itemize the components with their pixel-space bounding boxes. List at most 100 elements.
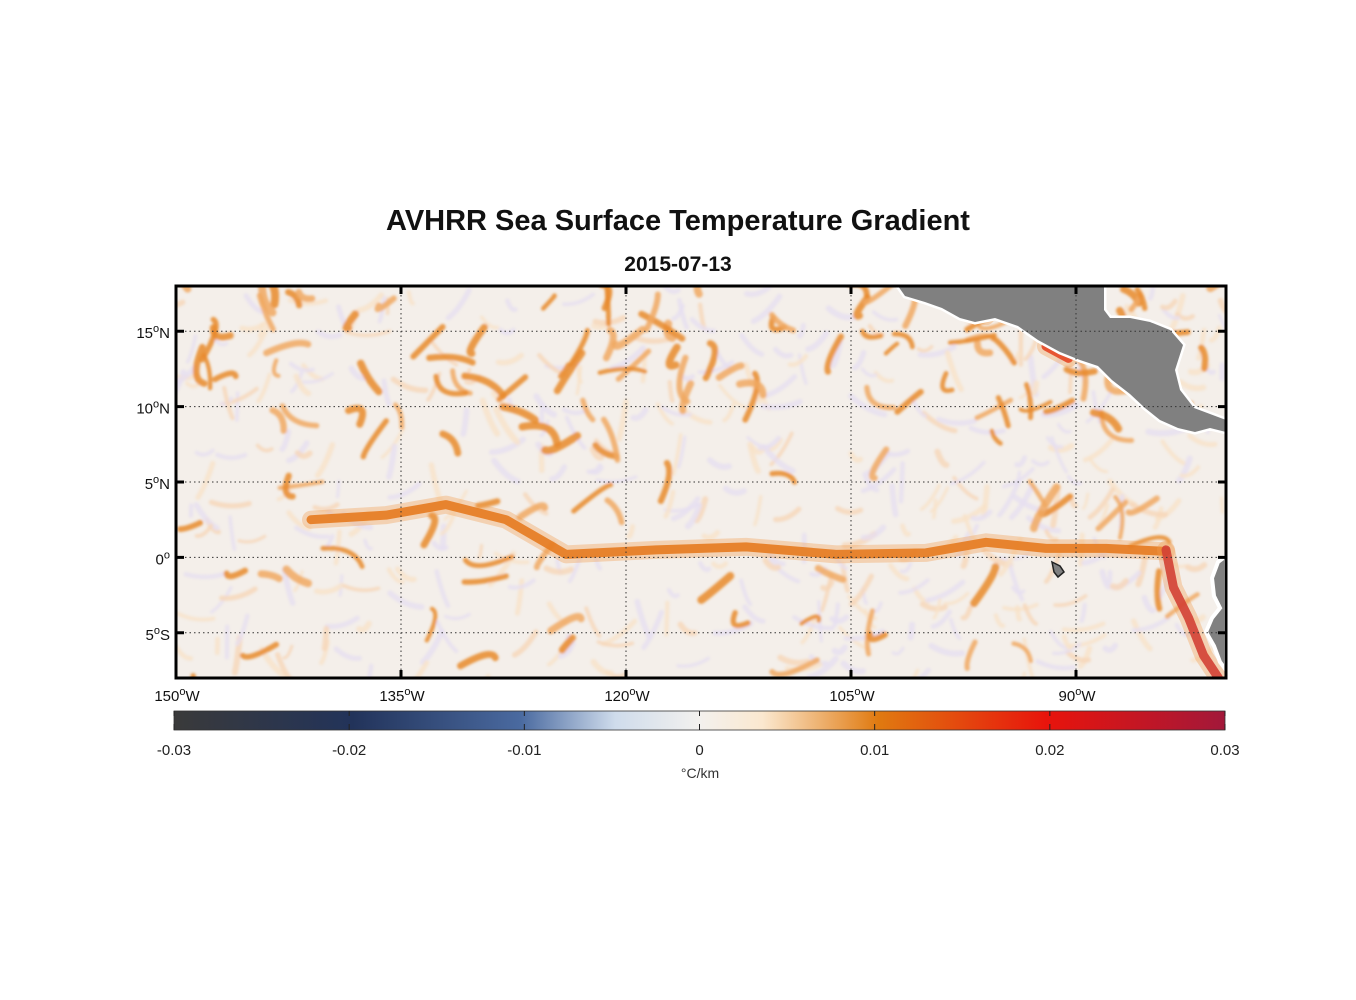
texture-swirl (951, 503, 988, 524)
texture-swirl (275, 652, 293, 678)
front-filament (475, 498, 501, 509)
texture-swirl (1141, 594, 1156, 614)
texture-swirl (213, 337, 229, 347)
texture-swirl (667, 379, 675, 403)
texture-swirl (1129, 501, 1169, 518)
texture-swirl (722, 485, 747, 496)
land-galapagos (1050, 560, 1065, 579)
texture-swirl (676, 656, 710, 668)
texture-swirl (183, 571, 229, 580)
front-filament (643, 291, 661, 333)
texture-swirl (584, 606, 602, 638)
front-filament (866, 631, 888, 643)
texture-swirl (596, 640, 635, 648)
texture-swirl (543, 565, 574, 575)
front-filament (457, 650, 499, 670)
front-filament (799, 614, 822, 626)
texture-swirl (916, 345, 934, 353)
texture-swirl (558, 640, 576, 659)
front-filament (940, 370, 955, 393)
front-filament (177, 519, 204, 532)
front-filament (342, 310, 360, 332)
texture-swirl (1175, 455, 1193, 484)
front-filament (862, 286, 895, 306)
texture-swirl (1179, 465, 1201, 478)
texture-swirl (445, 288, 472, 321)
texture-swirl (917, 344, 957, 358)
texture-swirl (294, 525, 330, 539)
front-filament (847, 286, 870, 299)
front-filament (547, 613, 585, 635)
texture-swirl (968, 425, 1006, 435)
front-filament (580, 397, 596, 423)
texture-swirl (744, 286, 772, 297)
texture-swirl (288, 361, 315, 373)
texture-swirl (1007, 561, 1025, 602)
texture-swirl (589, 465, 604, 475)
texture-swirl (1081, 492, 1090, 510)
colorbar-tick-label: 0 (695, 742, 703, 759)
texture-swirl (176, 299, 186, 308)
texture-swirl (480, 315, 500, 330)
texture-swirl (1082, 436, 1115, 463)
texture-swirl (235, 391, 240, 422)
front-filament (860, 328, 884, 340)
front-filament (541, 431, 582, 455)
texture-swirl (491, 457, 521, 485)
front-filament (665, 343, 681, 370)
texture-swirl (829, 614, 850, 624)
front-filament (239, 641, 280, 660)
front-filament (1125, 495, 1160, 516)
front-filament (601, 416, 621, 463)
texture-swirl (289, 370, 304, 394)
texture-swirl (255, 443, 274, 453)
texture-swirl (324, 615, 360, 630)
texture-swirl (825, 305, 856, 321)
texture-swirl (762, 557, 781, 571)
colorbar: -0.03 -0.02 -0.01 0 0.01 0.02 0.03 °C/km (157, 710, 1240, 781)
front-filament (357, 359, 383, 396)
texture-swirl (1035, 659, 1076, 671)
texture-swirl (792, 615, 834, 631)
texture-swirl (931, 498, 938, 520)
axis-ticks (174, 286, 1226, 678)
front-filament (824, 333, 845, 375)
texture-swirl (711, 561, 729, 569)
texture-swirl (1014, 470, 1022, 487)
texture-swirl (698, 561, 712, 573)
texture-swirl (1014, 455, 1028, 468)
front-filament (638, 310, 686, 342)
texture-swirl (718, 383, 747, 410)
texture-swirl (406, 290, 415, 306)
texture-swirl (919, 601, 948, 612)
texture-swirl (609, 345, 646, 371)
texture-swirl (235, 613, 250, 647)
texture-swirl (742, 604, 766, 624)
texture-swirl (863, 475, 880, 493)
texture-swirl (1220, 496, 1225, 514)
front-filament (1042, 397, 1076, 415)
texture-swirl (243, 293, 266, 315)
texture-swirl (498, 327, 516, 336)
texture-swirl (888, 562, 910, 582)
figure-subtitle: 2015-07-13 (624, 253, 732, 276)
texture-swirl (342, 584, 381, 593)
front-filament (462, 554, 515, 568)
front-filament (257, 570, 283, 583)
lat-label: 5oN (145, 474, 170, 493)
texture-swirl (750, 293, 783, 324)
latitude-labels: 15oN 10oN 5oN 0o 5oS (136, 323, 170, 644)
front-filament (424, 606, 438, 643)
texture-swirl (847, 393, 888, 418)
texture-swirl (493, 551, 530, 565)
front-filament (263, 339, 312, 357)
texture-swirl (493, 406, 521, 446)
texture-swirl (626, 524, 635, 539)
texture-swirl (777, 654, 811, 666)
front-filament (285, 288, 303, 309)
front-filament (209, 324, 234, 341)
texture-swirl (314, 582, 345, 595)
front-filament (995, 395, 1011, 429)
front-filament (223, 567, 249, 580)
texture-swirl (367, 663, 374, 678)
